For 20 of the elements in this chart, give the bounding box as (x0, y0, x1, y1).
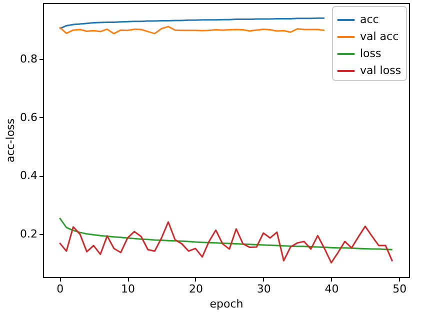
x-tick-label: 50 (392, 282, 407, 296)
x-tick-label: 0 (56, 282, 64, 296)
x-tick-label: 40 (324, 282, 339, 296)
x-tick-label: 20 (188, 282, 203, 296)
x-tick-label: 30 (256, 282, 271, 296)
y-tick-label: 0.4 (20, 169, 38, 182)
legend-label: val acc (360, 30, 399, 43)
line-series (58, 17, 326, 30)
legend-label: acc (360, 13, 379, 26)
y-axis-title: acc-loss (4, 118, 18, 163)
x-tick-label: 10 (121, 282, 136, 296)
legend-label: val loss (360, 64, 402, 77)
line-series (58, 221, 394, 264)
y-tick-label: 0.6 (20, 110, 38, 124)
x-axis-title: epoch (210, 298, 244, 310)
line-series (58, 217, 394, 250)
y-tick-label: 0.2 (20, 227, 38, 240)
legend-label: loss (360, 47, 382, 60)
line-series (58, 26, 326, 34)
y-tick-label: 0.8 (20, 52, 38, 66)
